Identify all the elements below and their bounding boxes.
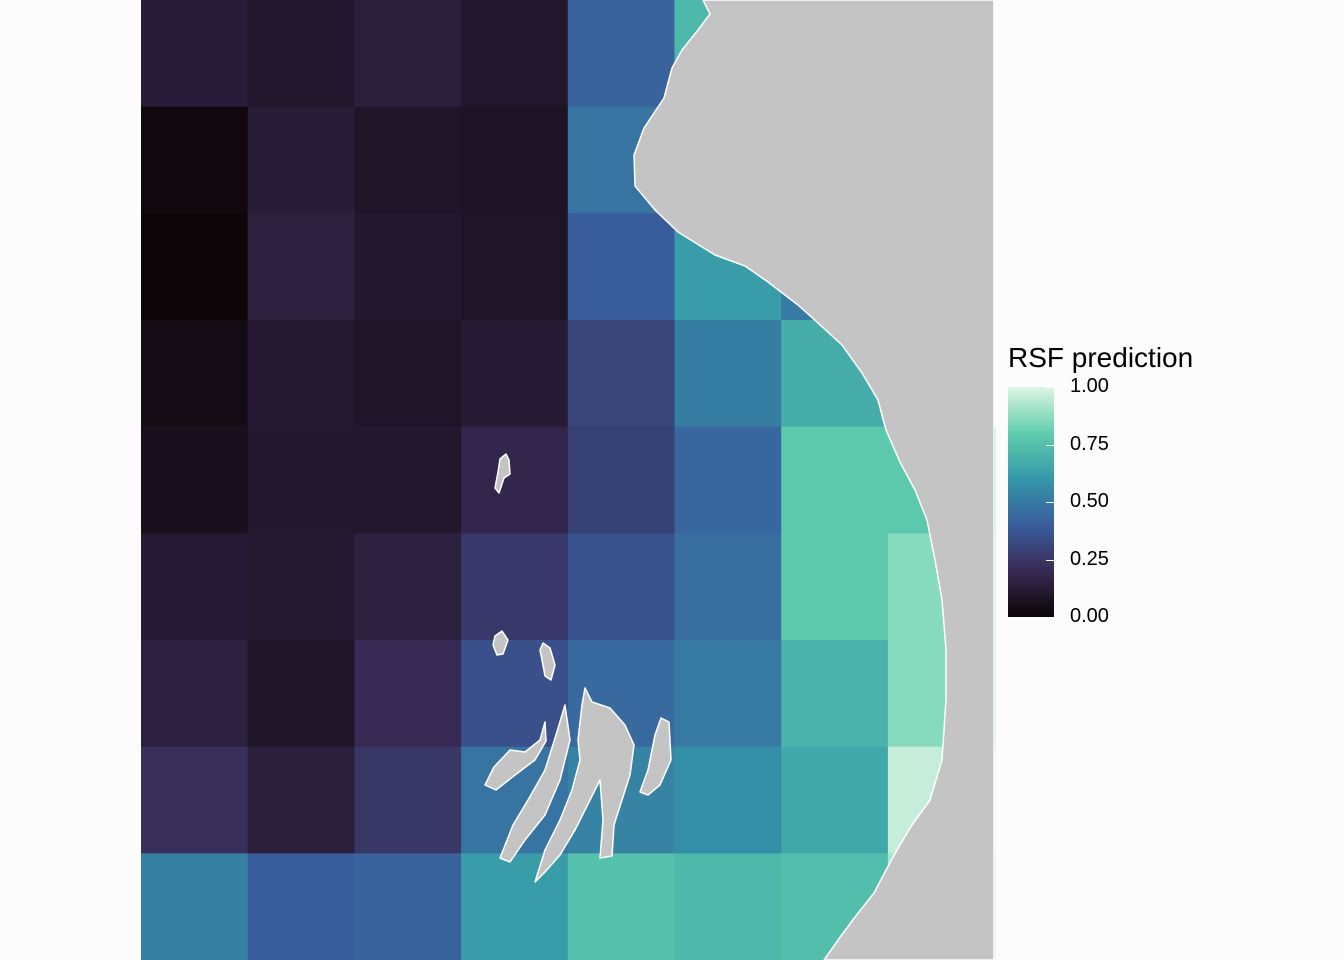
heatmap-cell: [247, 533, 355, 641]
legend-tick: [1046, 502, 1054, 503]
heatmap-cell: [141, 426, 249, 534]
islet-polygon: [484, 721, 547, 791]
heatmap-cell: [567, 533, 676, 641]
heatmap-cell: [567, 0, 676, 108]
legend-tick-label: 1.00: [1070, 375, 1109, 397]
legend-tick: [1046, 559, 1054, 561]
heatmap-cell: [354, 853, 462, 960]
heatmap-cell: [141, 106, 249, 214]
heatmap-cell: [674, 426, 782, 534]
mainland-polygon: [633, 0, 995, 960]
heatmap-cell: [247, 853, 355, 960]
heatmap-cell: [354, 106, 462, 214]
heatmap-cell: [461, 426, 569, 534]
heatmap-cell: [247, 320, 355, 428]
heatmap-cell: [354, 533, 462, 641]
heatmap-cell: [567, 426, 676, 534]
heatmap-cell: [354, 320, 462, 428]
legend-tick-label: 0.00: [1070, 605, 1109, 627]
heatmap-cell: [247, 0, 355, 108]
heatmap-cell: [247, 106, 355, 214]
heatmap-cell: [674, 640, 782, 748]
legend-tick-label: 0.50: [1070, 490, 1109, 512]
heatmap-cell: [781, 533, 889, 641]
heatmap-cell: [461, 533, 569, 641]
heatmap-cell: [781, 640, 889, 748]
heatmap-cell: [141, 853, 249, 960]
islet-polygon: [639, 717, 672, 796]
islet-polygon: [494, 453, 511, 494]
islet-polygon: [534, 687, 635, 883]
heatmap-cell: [461, 106, 569, 214]
heatmap-cell: [247, 213, 355, 321]
heatmap-cell: [354, 426, 462, 534]
heatmap-cell: [141, 0, 249, 108]
heatmap-cell: [674, 320, 782, 428]
heatmap-cell: [674, 746, 782, 854]
legend-title: RSF prediction: [1008, 342, 1194, 373]
islet-polygon: [539, 642, 556, 681]
heatmap-cell: [674, 533, 782, 641]
land-polygons: [484, 0, 995, 960]
heatmap-cell: [354, 746, 462, 854]
heatmap-cell: [461, 853, 569, 960]
legend-tick-label: 0.75: [1070, 432, 1109, 455]
legend-tick: [1046, 617, 1054, 618]
heatmap-cell: [674, 853, 782, 960]
heatmap-cell: [781, 426, 889, 534]
islet-polygon: [499, 704, 571, 863]
heatmap-cell: [354, 640, 462, 748]
heatmap-cell: [141, 746, 249, 854]
islet-polygon: [492, 630, 509, 656]
heatmap-cell: [141, 640, 249, 748]
heatmap-cell: [567, 853, 676, 960]
heatmap-cell: [247, 746, 355, 854]
heatmap-cell: [567, 320, 676, 428]
heatmap-cell: [461, 213, 569, 321]
heatmap-cell: [461, 320, 569, 428]
heatmap-cell: [781, 746, 889, 854]
heatmap-cell: [461, 0, 569, 108]
heatmap-cell: [141, 213, 249, 321]
heatmap-cell: [141, 533, 249, 641]
heatmap-cell: [354, 0, 462, 108]
heatmap-cell: [141, 320, 249, 428]
heatmap-cell: [354, 213, 462, 321]
heatmap-cell: [567, 213, 676, 321]
heatmap-cell: [247, 426, 355, 534]
heatmap-cell: [247, 640, 355, 748]
legend-tick-label: 0.25: [1070, 547, 1109, 570]
legend-tick: [1046, 387, 1054, 388]
legend-tick: [1046, 444, 1054, 446]
